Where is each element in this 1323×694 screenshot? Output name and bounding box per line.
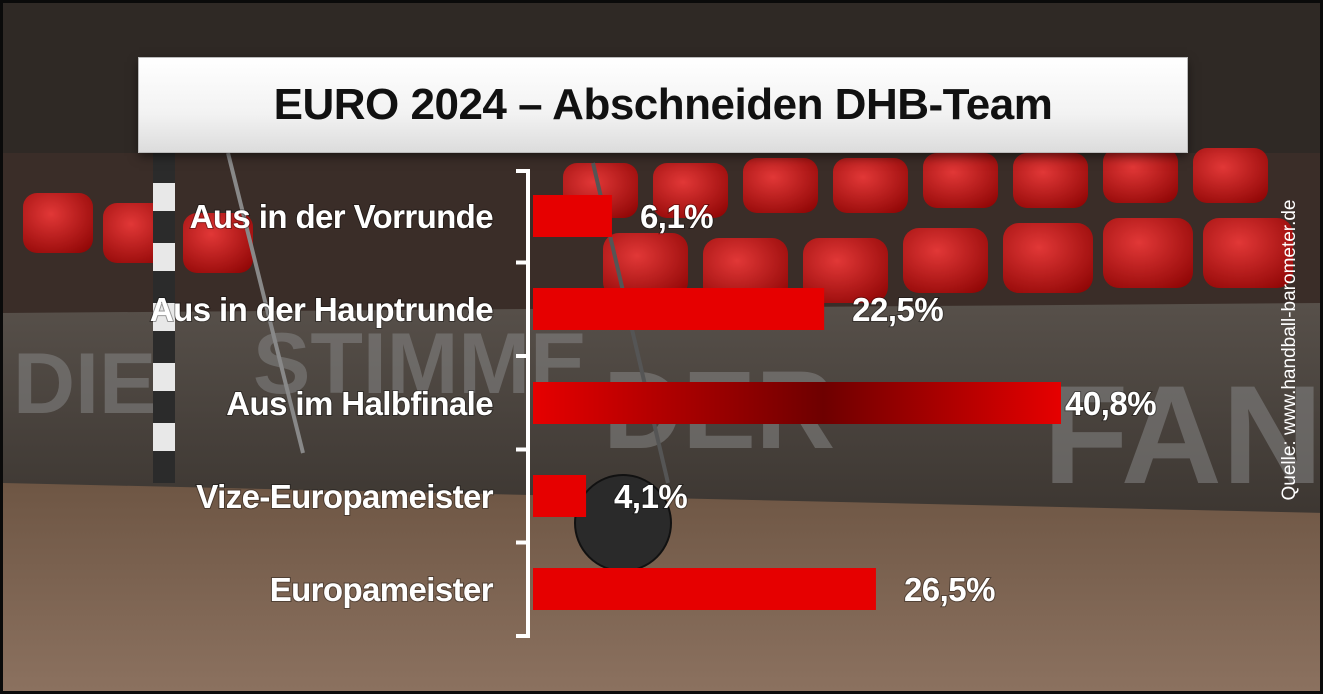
bar-chart: Aus in der Vorrunde 6,1% Aus in der Hauptr… xyxy=(149,169,1158,638)
value-label: 22,5% xyxy=(852,291,943,328)
bar xyxy=(533,475,587,517)
category-label: Europameister xyxy=(270,571,494,608)
value-label: 26,5% xyxy=(904,571,995,608)
title-banner: EURO 2024 – Abschneiden DHB-Team xyxy=(139,58,1187,152)
category-label: Vize-Europameister xyxy=(196,478,493,515)
chart-title: EURO 2024 – Abschneiden DHB-Team xyxy=(273,80,1053,129)
backdrop-word-die: DIE xyxy=(13,336,156,432)
backdrop-word-fans: FANS xyxy=(1043,356,1323,513)
value-label: 4,1% xyxy=(614,478,687,515)
category-label: Aus im Halbfinale xyxy=(226,385,493,422)
value-label: 6,1% xyxy=(640,198,713,235)
value-label: 40,8% xyxy=(1065,385,1156,422)
source-text: Quelle: www.handball-barometer.de xyxy=(1279,199,1300,501)
handball-goal xyxy=(153,152,670,484)
y-axis-line xyxy=(516,169,530,638)
bar xyxy=(533,195,612,237)
category-label: Aus in der Vorrunde xyxy=(190,198,494,235)
bar xyxy=(533,288,825,330)
bar xyxy=(533,568,876,610)
backdrop-word-stimme: STIMME xyxy=(253,316,587,412)
bar xyxy=(533,382,1061,424)
category-label: Aus in der Hauptrunde xyxy=(150,291,493,328)
